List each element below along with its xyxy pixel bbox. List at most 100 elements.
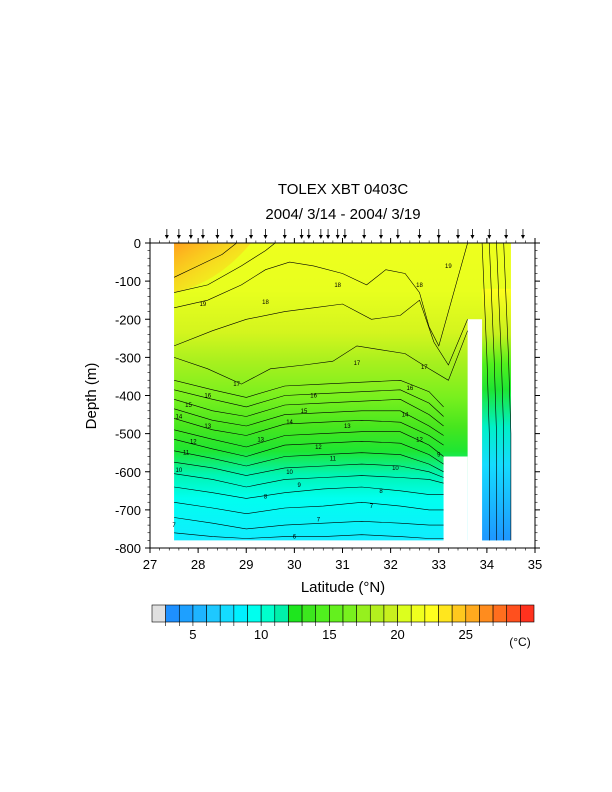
colorbar-swatch (206, 604, 221, 623)
station-marker (215, 229, 220, 239)
contour-label: 10 (286, 470, 293, 476)
x-tick-label: 34 (480, 557, 494, 572)
station-marker (200, 229, 205, 239)
colorbar-swatch (178, 604, 194, 623)
colorbar-swatch (219, 604, 235, 623)
contour-label: 10 (392, 466, 399, 472)
contour-level-1 (174, 389, 444, 417)
station-marker (456, 229, 460, 239)
isotherm-contours (173, 243, 512, 541)
warm-core (174, 243, 252, 293)
colorbar-swatch (301, 604, 317, 623)
contour-label: 16 (204, 394, 211, 400)
contour-label: 17 (354, 361, 361, 367)
colorbar-swatch (383, 604, 398, 623)
colorbar-swatch (260, 604, 276, 623)
x-axis-label: Latitude (°N) (301, 579, 385, 596)
colorbar-swatch (506, 604, 521, 623)
x-tick-label: 31 (335, 557, 349, 572)
contour-level-0 (174, 379, 444, 408)
contour-level-7 (174, 450, 444, 473)
contour-17a (173, 299, 468, 366)
y-tick-label: 0 (134, 236, 141, 251)
x-tick-label: 35 (528, 557, 542, 572)
colorbar: 5 10 15 20 25 (151, 604, 535, 642)
contour-label: 8 (379, 489, 383, 495)
colorbar-swatch (288, 604, 303, 623)
contour-label: 18 (262, 300, 269, 306)
contour-warm-1 (173, 243, 237, 278)
station-marker (299, 229, 304, 239)
y-tick-label: -200 (115, 312, 141, 327)
contour-front-1 (489, 243, 497, 541)
station-marker (282, 229, 287, 239)
colorbar-unit: (°C) (509, 635, 530, 649)
station-marker (520, 229, 525, 239)
contour-level-4 (174, 418, 444, 446)
colorbar-swatch (397, 604, 412, 623)
station-marker (379, 229, 383, 239)
contour-label: 13 (257, 437, 264, 443)
colorbar-swatch (342, 604, 357, 623)
colorbar-swatch (369, 604, 385, 623)
station-marker (487, 229, 492, 239)
station-marker (504, 229, 509, 239)
contour-level-13 (174, 532, 444, 539)
contour-level-11 (174, 501, 444, 515)
station-marker (335, 229, 340, 239)
colorbar-swatch (315, 604, 330, 623)
contour-level-9 (174, 473, 444, 488)
contour-label: 9 (298, 483, 302, 489)
colorbar-label: 10 (254, 627, 268, 642)
colorbar-swatch (247, 604, 262, 623)
y-tick-label: -500 (115, 427, 141, 442)
contour-label: 7 (317, 517, 321, 523)
contour-level-10 (174, 486, 444, 499)
contour-front-3 (503, 243, 512, 541)
colorbar-label: 15 (322, 627, 336, 642)
x-tick-label: 28 (191, 557, 205, 572)
colorbar-swatch (479, 604, 494, 623)
contour-17 (174, 330, 468, 385)
contour-label: 17 (233, 382, 240, 388)
colorbar-swatch (151, 604, 166, 623)
contour-level-2 (174, 398, 444, 427)
station-markers (164, 229, 525, 239)
station-marker (318, 229, 323, 239)
contour-label: 15 (185, 403, 192, 409)
colorbar-swatch (410, 604, 426, 623)
contour-label: 18 (416, 283, 423, 289)
colorbar-label: 25 (459, 627, 473, 642)
station-marker (229, 229, 234, 239)
x-tick-label: 30 (287, 557, 301, 572)
station-marker (417, 229, 422, 239)
colorbar-swatch (492, 604, 508, 623)
station-marker (249, 229, 254, 239)
station-marker (263, 229, 268, 239)
contour-label: 12 (416, 437, 423, 443)
contour-front-2 (496, 243, 504, 541)
colorbar-swatch (451, 604, 467, 623)
y-axis-label: Depth (m) (83, 363, 100, 430)
colorbar-swatch (192, 604, 207, 623)
contour-label: 14 (286, 420, 293, 426)
x-tick-label: 29 (239, 557, 253, 572)
y-tick-label: -700 (115, 503, 141, 518)
contour-label: 12 (190, 439, 197, 445)
contour-label: 10 (176, 468, 183, 474)
y-tick-label: -600 (115, 465, 141, 480)
contour-front-0 (481, 243, 490, 541)
station-marker (395, 229, 400, 239)
contour-label: 15 (301, 409, 308, 415)
x-tick-label: 33 (432, 557, 446, 572)
contour-label: 6 (293, 535, 297, 541)
contour-18 (174, 243, 468, 347)
station-marker (164, 229, 169, 239)
contour-label: 19 (445, 264, 452, 270)
temperature-field (174, 243, 511, 542)
contour-label: 13 (204, 424, 211, 430)
contour-level-8 (174, 461, 444, 478)
y-tick-label: -800 (115, 541, 141, 556)
colorbar-swatch (465, 604, 480, 623)
